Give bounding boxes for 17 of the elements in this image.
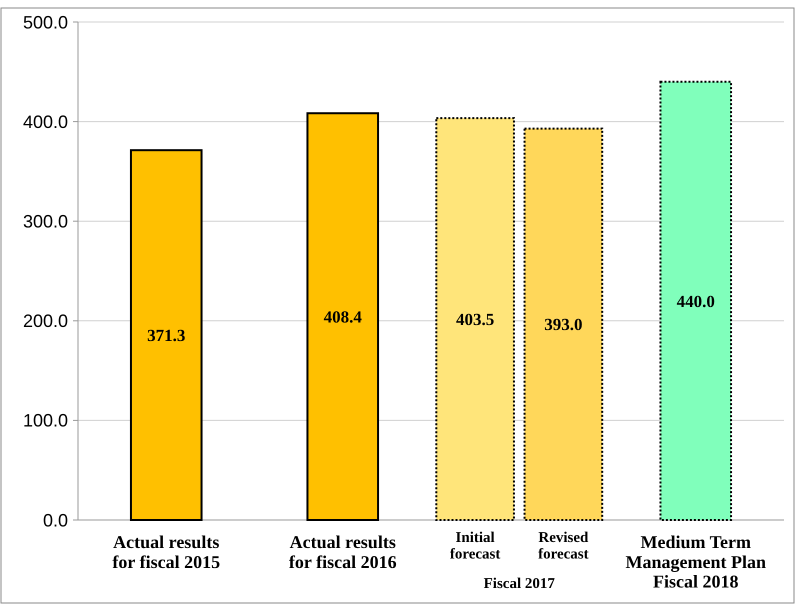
y-tick-label: 0.0	[42, 510, 68, 530]
x-tick-label: Medium Term Management Plan Fiscal 2018	[626, 532, 766, 592]
y-tick-label: 400.0	[22, 112, 68, 132]
y-tick-label: 500.0	[22, 12, 68, 32]
y-tick-label: 200.0	[22, 311, 68, 332]
data-label: 440.0	[676, 292, 715, 311]
text: Fiscal 2017	[484, 576, 556, 592]
data-label: 403.5	[456, 310, 494, 330]
data-label: 408.4	[324, 308, 362, 327]
x-tick-label: Initial forecast	[450, 530, 500, 562]
x-tick-label: Actual results for fiscal 2015	[112, 532, 220, 572]
x-tick-label: Actual results for fiscal 2016	[288, 532, 397, 572]
y-tick-label: 300.0	[22, 212, 68, 232]
y-tick-label: 100.0	[22, 410, 68, 431]
data-label: 393.0	[544, 315, 582, 334]
x-tick-label: Revised forecast	[538, 530, 590, 562]
data-label: 371.3	[147, 326, 186, 346]
